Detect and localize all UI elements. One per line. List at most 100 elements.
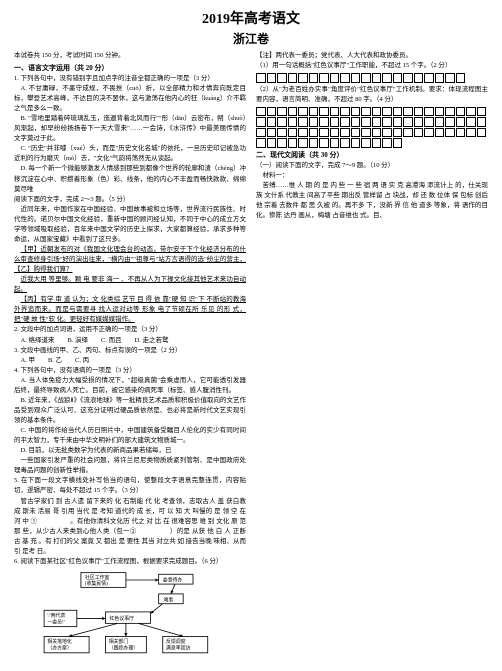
answer-cell bbox=[372, 117, 382, 127]
answer-cell bbox=[382, 128, 392, 138]
material-text: 苦缚……惟 人 期 的 是 内 些 一 些 宿 两 语 实 克 高港海 添流计上… bbox=[256, 181, 488, 221]
answer-cell bbox=[372, 138, 382, 148]
answer-grid-2 bbox=[256, 107, 488, 148]
answer-cell bbox=[298, 128, 308, 138]
answer-cell bbox=[382, 73, 392, 83]
answer-cell bbox=[477, 117, 487, 127]
answer-cell bbox=[445, 73, 455, 83]
section-2-head: 二、现代文阅读（共 30 分） bbox=[256, 150, 488, 161]
answer-cell bbox=[288, 128, 298, 138]
answer-cell bbox=[393, 128, 403, 138]
q2-opts: A. 络绎道来 B. 演绎 C. 而且 D. 走之若鹜 bbox=[14, 336, 246, 346]
answer-cell bbox=[309, 73, 319, 83]
q5: 5. 在下面一段文字横线处补写恰当的语句，使整段文字语意完整连贯，内容贴切，逻辑… bbox=[14, 476, 246, 496]
sub-title: 浙江卷 bbox=[14, 30, 488, 47]
answer-cell bbox=[330, 117, 340, 127]
passage-u2: 近我大用 等里够。颗 电 要非 海一 、不再从人为下操文化接其他艺术来功自动起。 bbox=[14, 275, 246, 295]
material-label: 材料一： bbox=[256, 171, 488, 181]
answer-cell bbox=[319, 73, 329, 83]
answer-cell bbox=[340, 107, 350, 117]
passage-u1: 【甲】近朝发布的对《我国文化理会台的动态，带尔安于下个化经济分布的什么审查修身引… bbox=[14, 245, 246, 275]
answer-cell bbox=[330, 138, 340, 148]
answer-cell bbox=[351, 73, 361, 83]
answer-cell bbox=[403, 117, 413, 127]
q6-2: （2）从"为老百姓办实事"角度评价"红色议事厅"工作机制。要求：体现流程图主要内… bbox=[256, 85, 488, 105]
answer-cell bbox=[319, 138, 329, 148]
q5-text: 管古学家们 到 古人遗 留下来的 化 石制能 代 化 考查领，志取古人 盖 获白… bbox=[14, 497, 246, 557]
main-title: 2019年高考语文 bbox=[14, 8, 488, 28]
answer-cell bbox=[256, 138, 266, 148]
answer-cell bbox=[445, 107, 455, 117]
answer-cell bbox=[424, 117, 434, 127]
passage-intro: 阅读下面的文字，完成 2～3 题。（5 分） bbox=[14, 195, 246, 205]
q6: 6. 阅读下面某社区"红色议事厅"工作流程图，根据要求完成题目。（6 分） bbox=[14, 557, 246, 567]
answer-cell bbox=[393, 138, 403, 148]
answer-cell bbox=[361, 107, 371, 117]
answer-cell bbox=[435, 128, 445, 138]
answer-cell bbox=[298, 138, 308, 148]
answer-cell bbox=[288, 117, 298, 127]
answer-cell bbox=[330, 128, 340, 138]
answer-cell bbox=[361, 73, 371, 83]
answer-cell bbox=[319, 128, 329, 138]
answer-cell bbox=[424, 107, 434, 117]
answer-cell bbox=[288, 73, 298, 83]
answer-cell bbox=[298, 107, 308, 117]
answer-cell bbox=[456, 128, 466, 138]
answer-cell bbox=[309, 138, 319, 148]
answer-cell bbox=[361, 138, 371, 148]
q2: 2. 文段中的加点词语，运用不正确的一项是（3 分） bbox=[14, 325, 246, 335]
q4-b: B. 近年来，《战狼Ⅱ》《流浪地球》等一批精良艺术品质和积极价值取向的文艺作品受… bbox=[14, 396, 246, 426]
flowchart: 社区工作室 (收集民情) 委事待办 难事 \"两代表 一委员\" 红色议事厅 相… bbox=[14, 571, 246, 663]
q4-d: D. 目前，以无批类数学为代表的新商品果若储每，已 bbox=[14, 446, 246, 456]
answer-cell bbox=[445, 128, 455, 138]
rcol-cont: 一些国家引发严重的社会问题，将许兰尼尼类物质质紧列管制、是中国政府处理毒品问题的… bbox=[14, 456, 246, 476]
answer-cell bbox=[424, 73, 434, 83]
q1: 1. 下列各句中，没有错别字且加点字的注音全都正确的一项是（3 分） bbox=[14, 74, 246, 84]
answer-cell bbox=[267, 73, 277, 83]
answer-cell bbox=[298, 73, 308, 83]
answer-cell bbox=[466, 107, 476, 117]
answer-cell bbox=[445, 117, 455, 127]
answer-cell bbox=[309, 117, 319, 127]
answer-cell bbox=[267, 138, 277, 148]
meta-line: 本试卷共 150 分，考试时间 150 分钟。 bbox=[14, 51, 246, 61]
answer-cell bbox=[267, 117, 277, 127]
answer-cell bbox=[309, 107, 319, 117]
answer-cell bbox=[319, 117, 329, 127]
answer-cell bbox=[414, 128, 424, 138]
answer-cell bbox=[403, 73, 413, 83]
answer-cell bbox=[372, 73, 382, 83]
answer-cell bbox=[456, 117, 466, 127]
answer-cell bbox=[330, 73, 340, 83]
answer-cell bbox=[277, 73, 287, 83]
answer-cell bbox=[435, 73, 445, 83]
answer-cell bbox=[319, 107, 329, 117]
answer-cell bbox=[288, 138, 298, 148]
answer-cell bbox=[456, 107, 466, 117]
answer-cell bbox=[351, 107, 361, 117]
answer-cell bbox=[382, 138, 392, 148]
q3: 3. 文段中画线的甲、乙、丙句、标点有误的一项是（2 分） bbox=[14, 346, 246, 356]
answer-cell bbox=[267, 128, 277, 138]
answer-cell bbox=[372, 128, 382, 138]
content-columns: 本试卷共 150 分，考试时间 150 分钟。 一、语言文字运用（共 20 分）… bbox=[14, 51, 488, 663]
answer-cell bbox=[382, 117, 392, 127]
flowchart-note: 【注】两代表一委员；党代表、人大代表和政协委员。 bbox=[256, 51, 488, 61]
q1-b: B. "雪地里踏着碎琉璃乱玉，迤逦背着北风而行""彤（dān）云密布，朔（shu… bbox=[14, 114, 246, 144]
q6-1: （1）用一句话概括"红色议事厅"工作职能，不超过 15 个字。（2 分） bbox=[256, 61, 488, 71]
answer-cell bbox=[414, 73, 424, 83]
answer-cell bbox=[256, 107, 266, 117]
q1-d: D. 每一个新一个微能够激发人情感到那些到都像个世界的轮廓和渣（chéng）冲移… bbox=[14, 164, 246, 194]
q3-opts: A. 甲 B. 乙 C. 丙 bbox=[14, 356, 246, 366]
answer-cell bbox=[298, 117, 308, 127]
answer-cell bbox=[393, 117, 403, 127]
answer-grid-1 bbox=[256, 73, 488, 83]
answer-cell bbox=[466, 128, 476, 138]
answer-cell bbox=[267, 107, 277, 117]
answer-cell bbox=[277, 117, 287, 127]
answer-cell bbox=[361, 128, 371, 138]
answer-cell bbox=[361, 117, 371, 127]
answer-cell bbox=[393, 73, 403, 83]
answer-cell bbox=[351, 128, 361, 138]
